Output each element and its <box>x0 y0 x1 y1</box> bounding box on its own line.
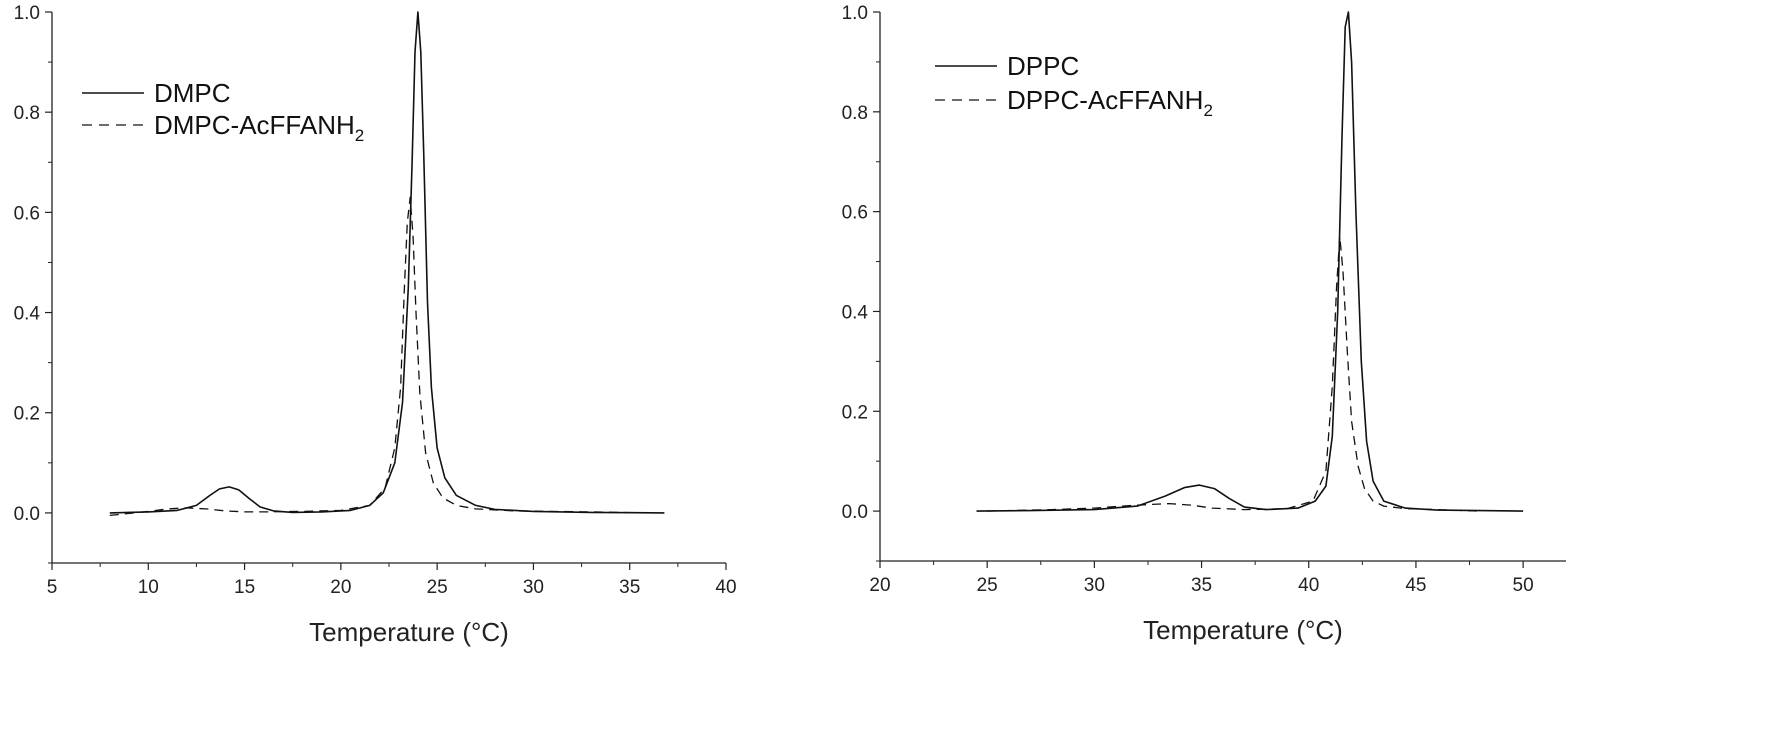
series-line-solid <box>976 11 1524 512</box>
legend-label: DMPC-AcFFANH2 <box>154 110 364 145</box>
x-tick-label: 10 <box>138 577 159 598</box>
y-tick-label: 0.8 <box>842 103 868 124</box>
x-axis-title: Temperature (°C) <box>309 617 509 647</box>
y-tick-label: 0.4 <box>14 304 41 325</box>
y-tick-label: 0.2 <box>842 402 868 423</box>
legend-label: DMPC <box>154 78 231 108</box>
x-axis-title: Temperature (°C) <box>1143 615 1343 645</box>
x-tick-label: 45 <box>1405 575 1426 596</box>
x-tick-label: 30 <box>523 577 544 598</box>
x-tick-label: 25 <box>977 575 998 596</box>
y-tick-label: 1.0 <box>14 3 40 24</box>
x-tick-label: 5 <box>47 577 58 598</box>
chart-dppc: 20 25 30 35 40 45 50 0.0 0.2 0.4 0.6 0.8 1.0 Temperat… <box>842 3 1566 645</box>
x-tick-label: 30 <box>1084 575 1105 596</box>
y-tick-label: 0.6 <box>14 203 40 224</box>
y-tick-label: 0.2 <box>14 404 40 425</box>
series-line-dashed <box>109 196 650 517</box>
series-line-dashed <box>987 235 1481 512</box>
y-tick-label: 0.0 <box>842 502 868 523</box>
y-tick-label: 0.4 <box>842 302 869 323</box>
legend-label: DPPC <box>1007 51 1079 81</box>
series-line-solid <box>109 11 665 514</box>
y-tick-label: 0.8 <box>14 103 40 124</box>
chart-dmpc: 5 10 15 20 25 30 35 40 0.0 0.2 0.4 0.6 0.8 1.0 Tempera… <box>14 3 737 647</box>
x-tick-label: 25 <box>427 577 448 598</box>
x-tick-label: 15 <box>234 577 255 598</box>
x-tick-label: 40 <box>715 577 736 598</box>
legend-label: DPPC-AcFFANH2 <box>1007 85 1213 120</box>
x-tick-label: 20 <box>330 577 351 598</box>
y-tick-label: 0.6 <box>842 203 868 224</box>
y-tick-label: 0.0 <box>14 504 40 525</box>
y-tick-label: 1.0 <box>842 3 868 24</box>
x-tick-label: 20 <box>869 575 890 596</box>
x-tick-label: 35 <box>1191 575 1212 596</box>
x-tick-label: 40 <box>1298 575 1319 596</box>
x-tick-label: 50 <box>1513 575 1534 596</box>
x-tick-label: 35 <box>619 577 640 598</box>
